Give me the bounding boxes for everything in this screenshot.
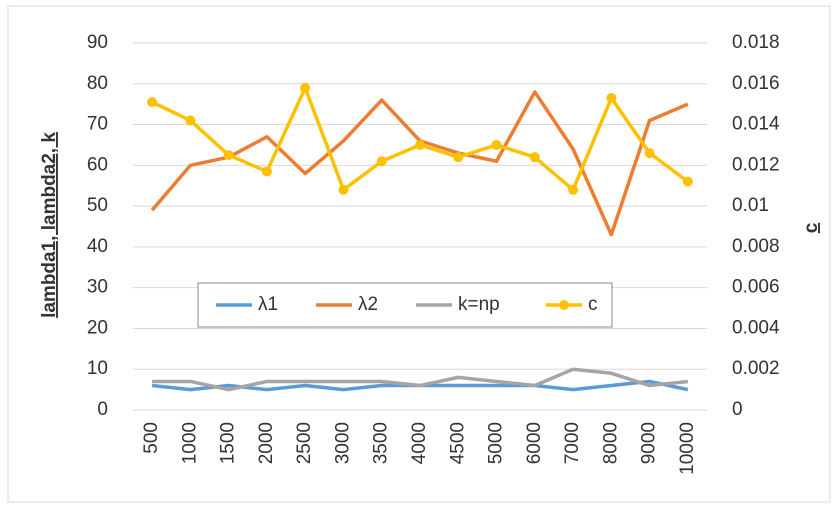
x-tick-label: 10000 (677, 422, 698, 475)
y2-tick-label: 0.016 (732, 73, 780, 94)
y2-tick-label: 0.018 (732, 32, 780, 53)
legend-label: c (588, 294, 598, 315)
point (606, 93, 617, 104)
y-tick-label: 20 (87, 317, 108, 338)
y2-tick-label: 0.002 (732, 358, 780, 379)
point (491, 139, 502, 150)
y-tick-label: 80 (87, 73, 108, 94)
point (529, 152, 540, 163)
x-tick-label: 8000 (600, 422, 621, 464)
y-tick-label: 40 (87, 236, 108, 257)
point (568, 184, 579, 195)
point (185, 115, 196, 126)
y-tick-label: 70 (87, 114, 108, 135)
x-tick-label: 2000 (256, 422, 277, 464)
point (338, 184, 349, 195)
x-tick-label: 9000 (639, 422, 660, 464)
legend-box (197, 282, 613, 328)
y2-tick-label: 0.012 (732, 154, 780, 175)
x-tick-label: 1000 (179, 422, 200, 464)
legend-label: k=np (458, 294, 500, 315)
y-tick-label: 60 (87, 154, 108, 175)
series-line (152, 367, 689, 392)
x-tick-label: 4000 (409, 422, 430, 464)
y2-tick-label: 0 (732, 399, 743, 420)
y2-axis-label: c (801, 222, 822, 233)
y-tick-label: 50 (87, 195, 108, 216)
x-tick-label: 6000 (524, 422, 545, 464)
x-tick-label: 5000 (486, 422, 507, 464)
point (453, 152, 464, 163)
x-tick-label: 500 (141, 422, 162, 454)
point (682, 176, 693, 187)
point (644, 148, 655, 159)
point (376, 156, 387, 167)
y-tick-label: 10 (87, 358, 108, 379)
legend-marker (559, 300, 569, 310)
y2-tick-label: 0.014 (732, 114, 780, 135)
y2-tick-label: 0.006 (732, 277, 780, 298)
y-tick-label: 30 (87, 277, 108, 298)
legend-label: λ2 (358, 294, 378, 315)
x-tick-label: 1500 (218, 422, 239, 464)
y-tick-label: 90 (87, 32, 108, 53)
y2-tick-label: 0.004 (732, 317, 780, 338)
y2-tick-label: 0.01 (732, 195, 769, 216)
legend-label: λ1 (258, 294, 278, 315)
x-tick-label: 3500 (371, 422, 392, 464)
point (223, 150, 234, 161)
x-tick-label: 2500 (294, 422, 315, 464)
y-tick-label: 0 (97, 399, 108, 420)
chart-border (7, 5, 831, 503)
y-axis-label: lambda1, lambda2, k (39, 132, 60, 318)
point (300, 82, 311, 93)
y2-tick-label: 0.008 (732, 236, 780, 257)
x-tick-label: 7000 (562, 422, 583, 464)
x-tick-label: 4500 (447, 422, 468, 464)
point (261, 166, 272, 177)
point (147, 97, 158, 108)
x-tick-label: 3000 (332, 422, 353, 464)
point (415, 139, 425, 150)
